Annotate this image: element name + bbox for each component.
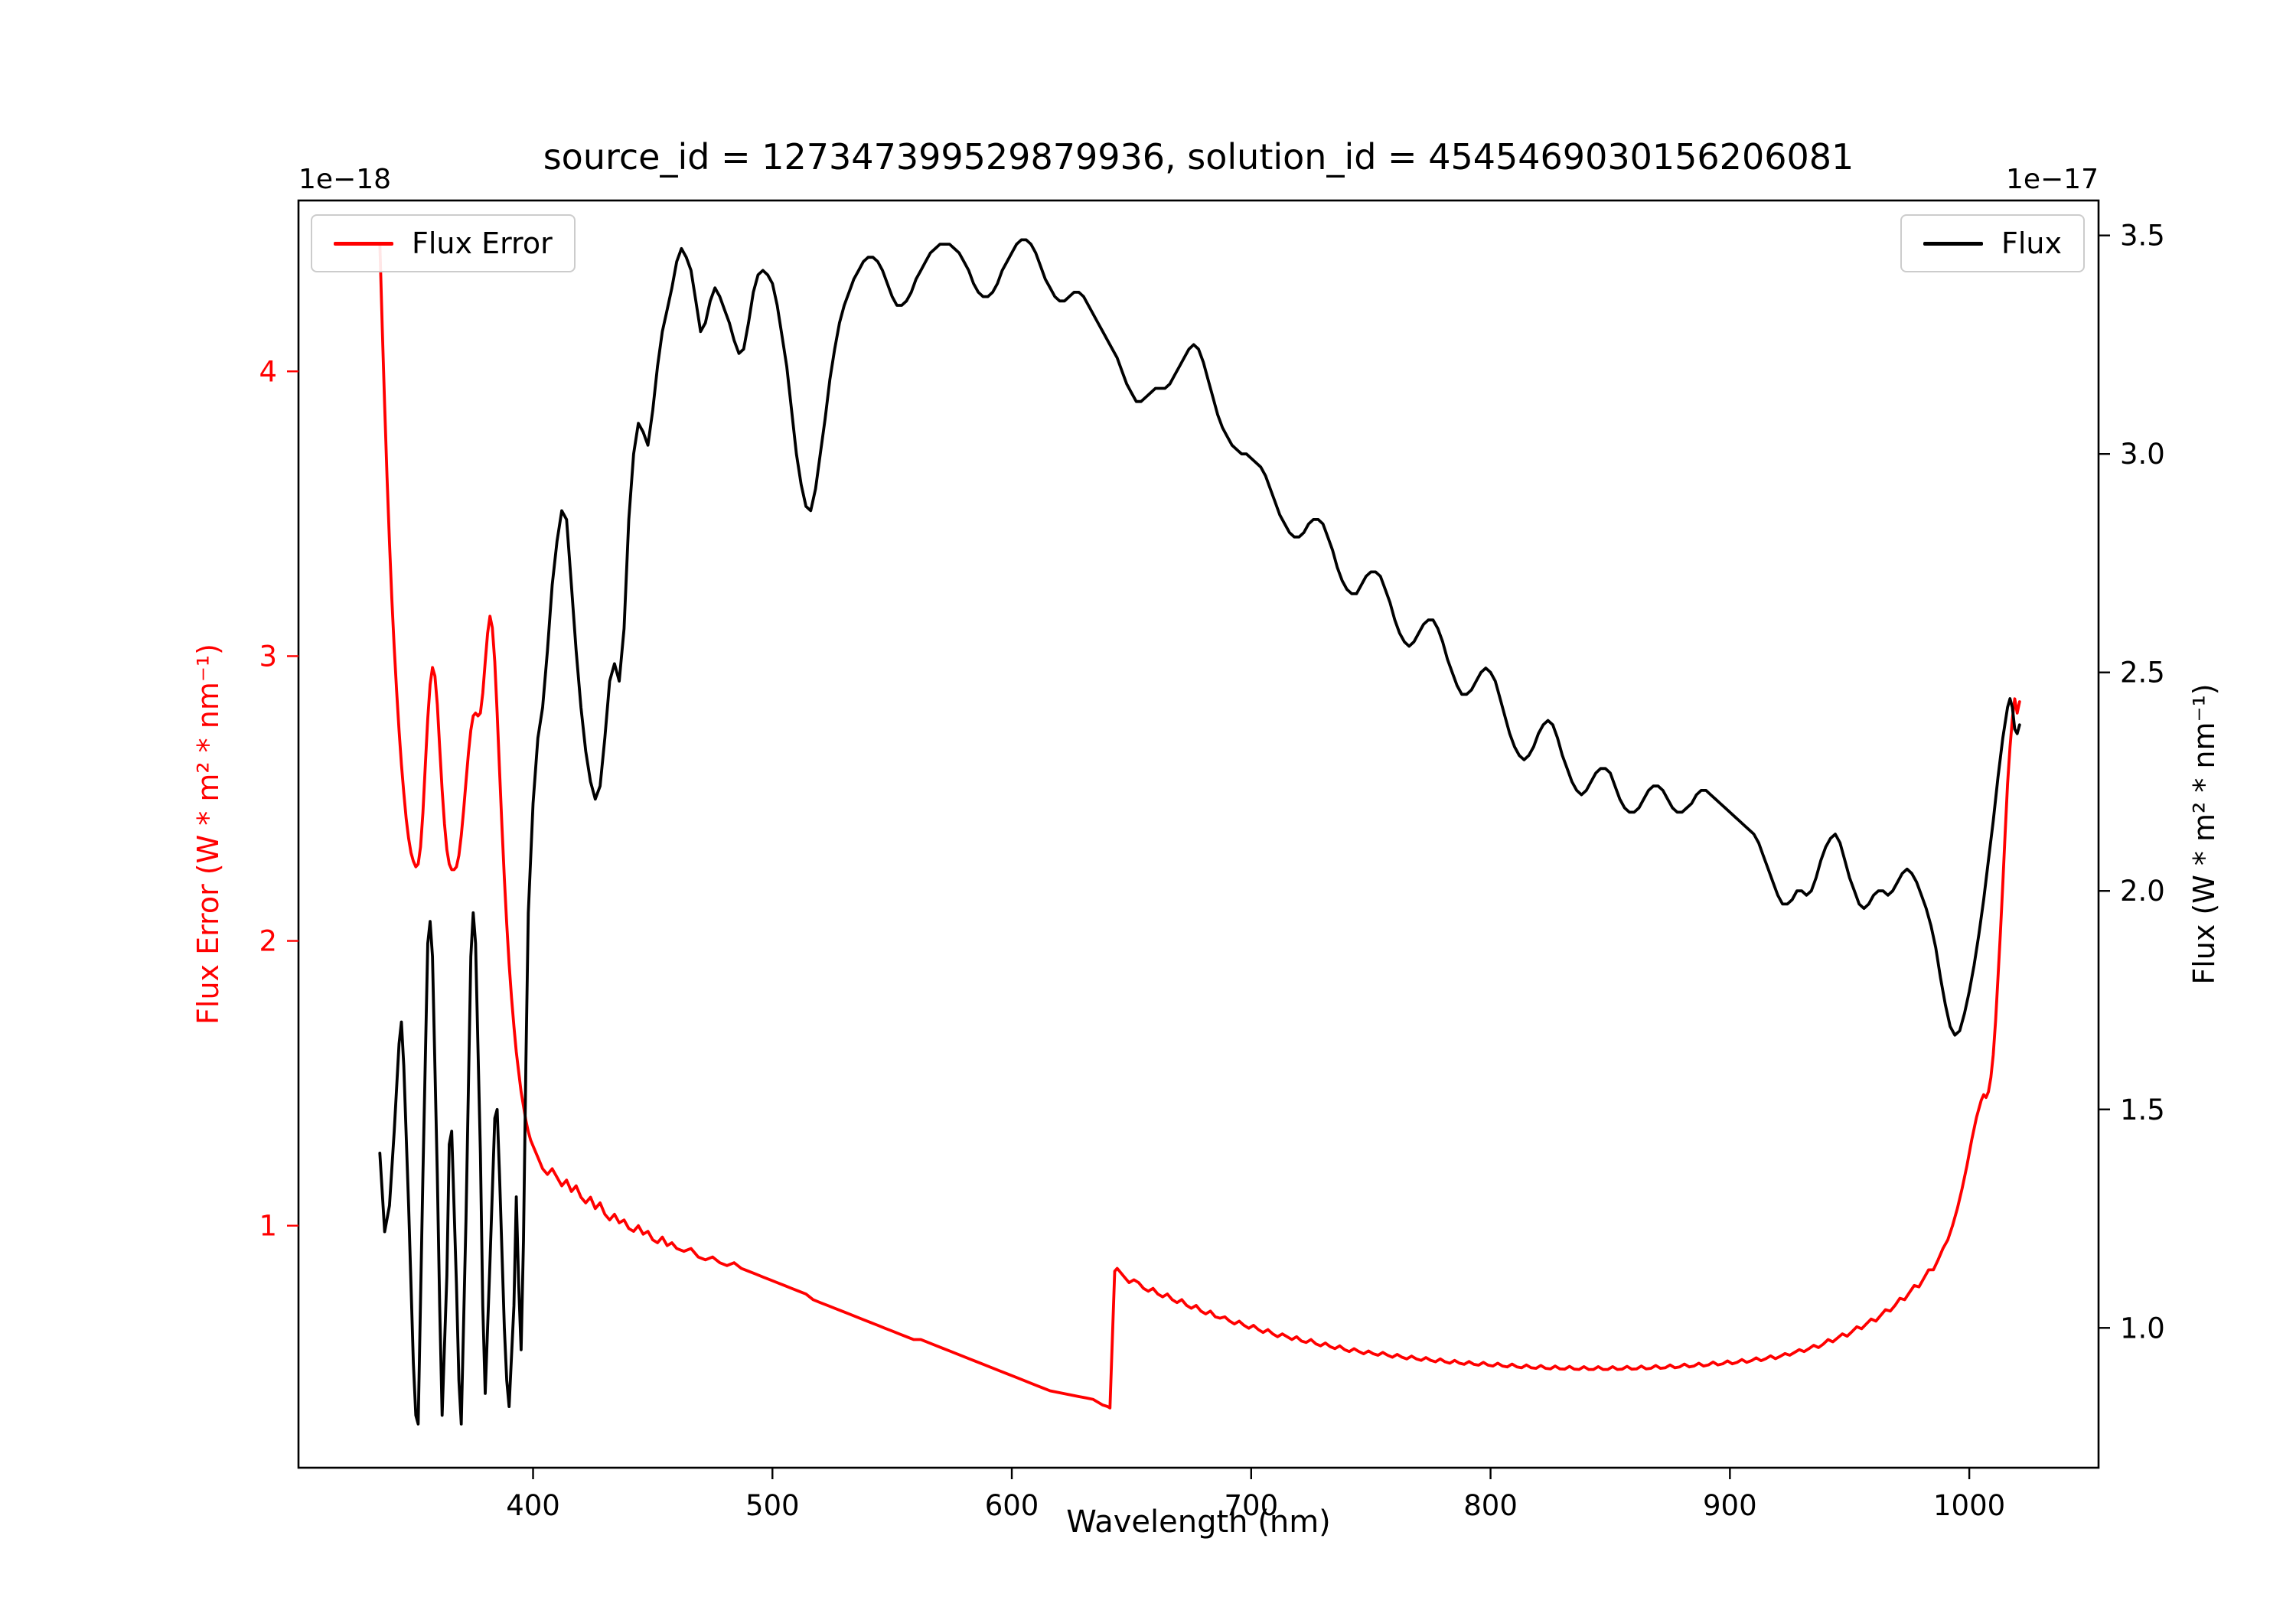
x-tick-label: 600 <box>985 1489 1039 1522</box>
right-y-tick-label: 3.5 <box>2120 220 2165 253</box>
x-tick-label: 500 <box>745 1489 800 1522</box>
right-y-tick-label: 2.5 <box>2120 657 2165 689</box>
left-y-tick-label: 2 <box>259 925 277 958</box>
series-flux <box>378 238 2021 1426</box>
legend-flux-error-label: Flux Error <box>412 227 553 260</box>
flux-error-line-sample <box>334 241 393 246</box>
right-y-tick-label: 1.0 <box>2120 1312 2165 1345</box>
left-y-tick-label: 3 <box>259 640 277 673</box>
axes-frame <box>297 199 2100 1469</box>
series-flux-error <box>378 241 2021 1410</box>
left-y-tick-label: 1 <box>259 1210 277 1243</box>
x-tick-label: 800 <box>1463 1489 1518 1522</box>
legend-flux-error: Flux Error <box>311 214 576 272</box>
right-y-tick-label: 2.0 <box>2120 875 2165 908</box>
x-tick-label: 700 <box>1224 1489 1278 1522</box>
left-y-axis-label: Flux Error (W * m² * nm⁻¹) <box>191 644 225 1025</box>
x-tick-label: 1000 <box>1933 1489 2005 1522</box>
right-y-axis-label: Flux (W * m² * nm⁻¹) <box>2187 683 2221 985</box>
flux-line-sample <box>1923 241 1983 246</box>
x-axis-label: Wavelength (nm) <box>1066 1504 1331 1540</box>
right-axis-scale-offset: 1e−17 <box>2005 164 2099 195</box>
left-y-tick-label: 4 <box>259 355 277 388</box>
legend-flux: Flux <box>1900 214 2085 272</box>
right-y-tick-label: 3.0 <box>2120 438 2165 471</box>
x-tick-label: 400 <box>506 1489 560 1522</box>
chart-title: source_id = 127347399529879936, solution… <box>543 136 1854 178</box>
legend-flux-label: Flux <box>2001 227 2062 260</box>
x-tick-label: 900 <box>1703 1489 1757 1522</box>
right-y-tick-label: 1.5 <box>2120 1094 2165 1126</box>
left-axis-scale-offset: 1e−18 <box>298 164 392 195</box>
